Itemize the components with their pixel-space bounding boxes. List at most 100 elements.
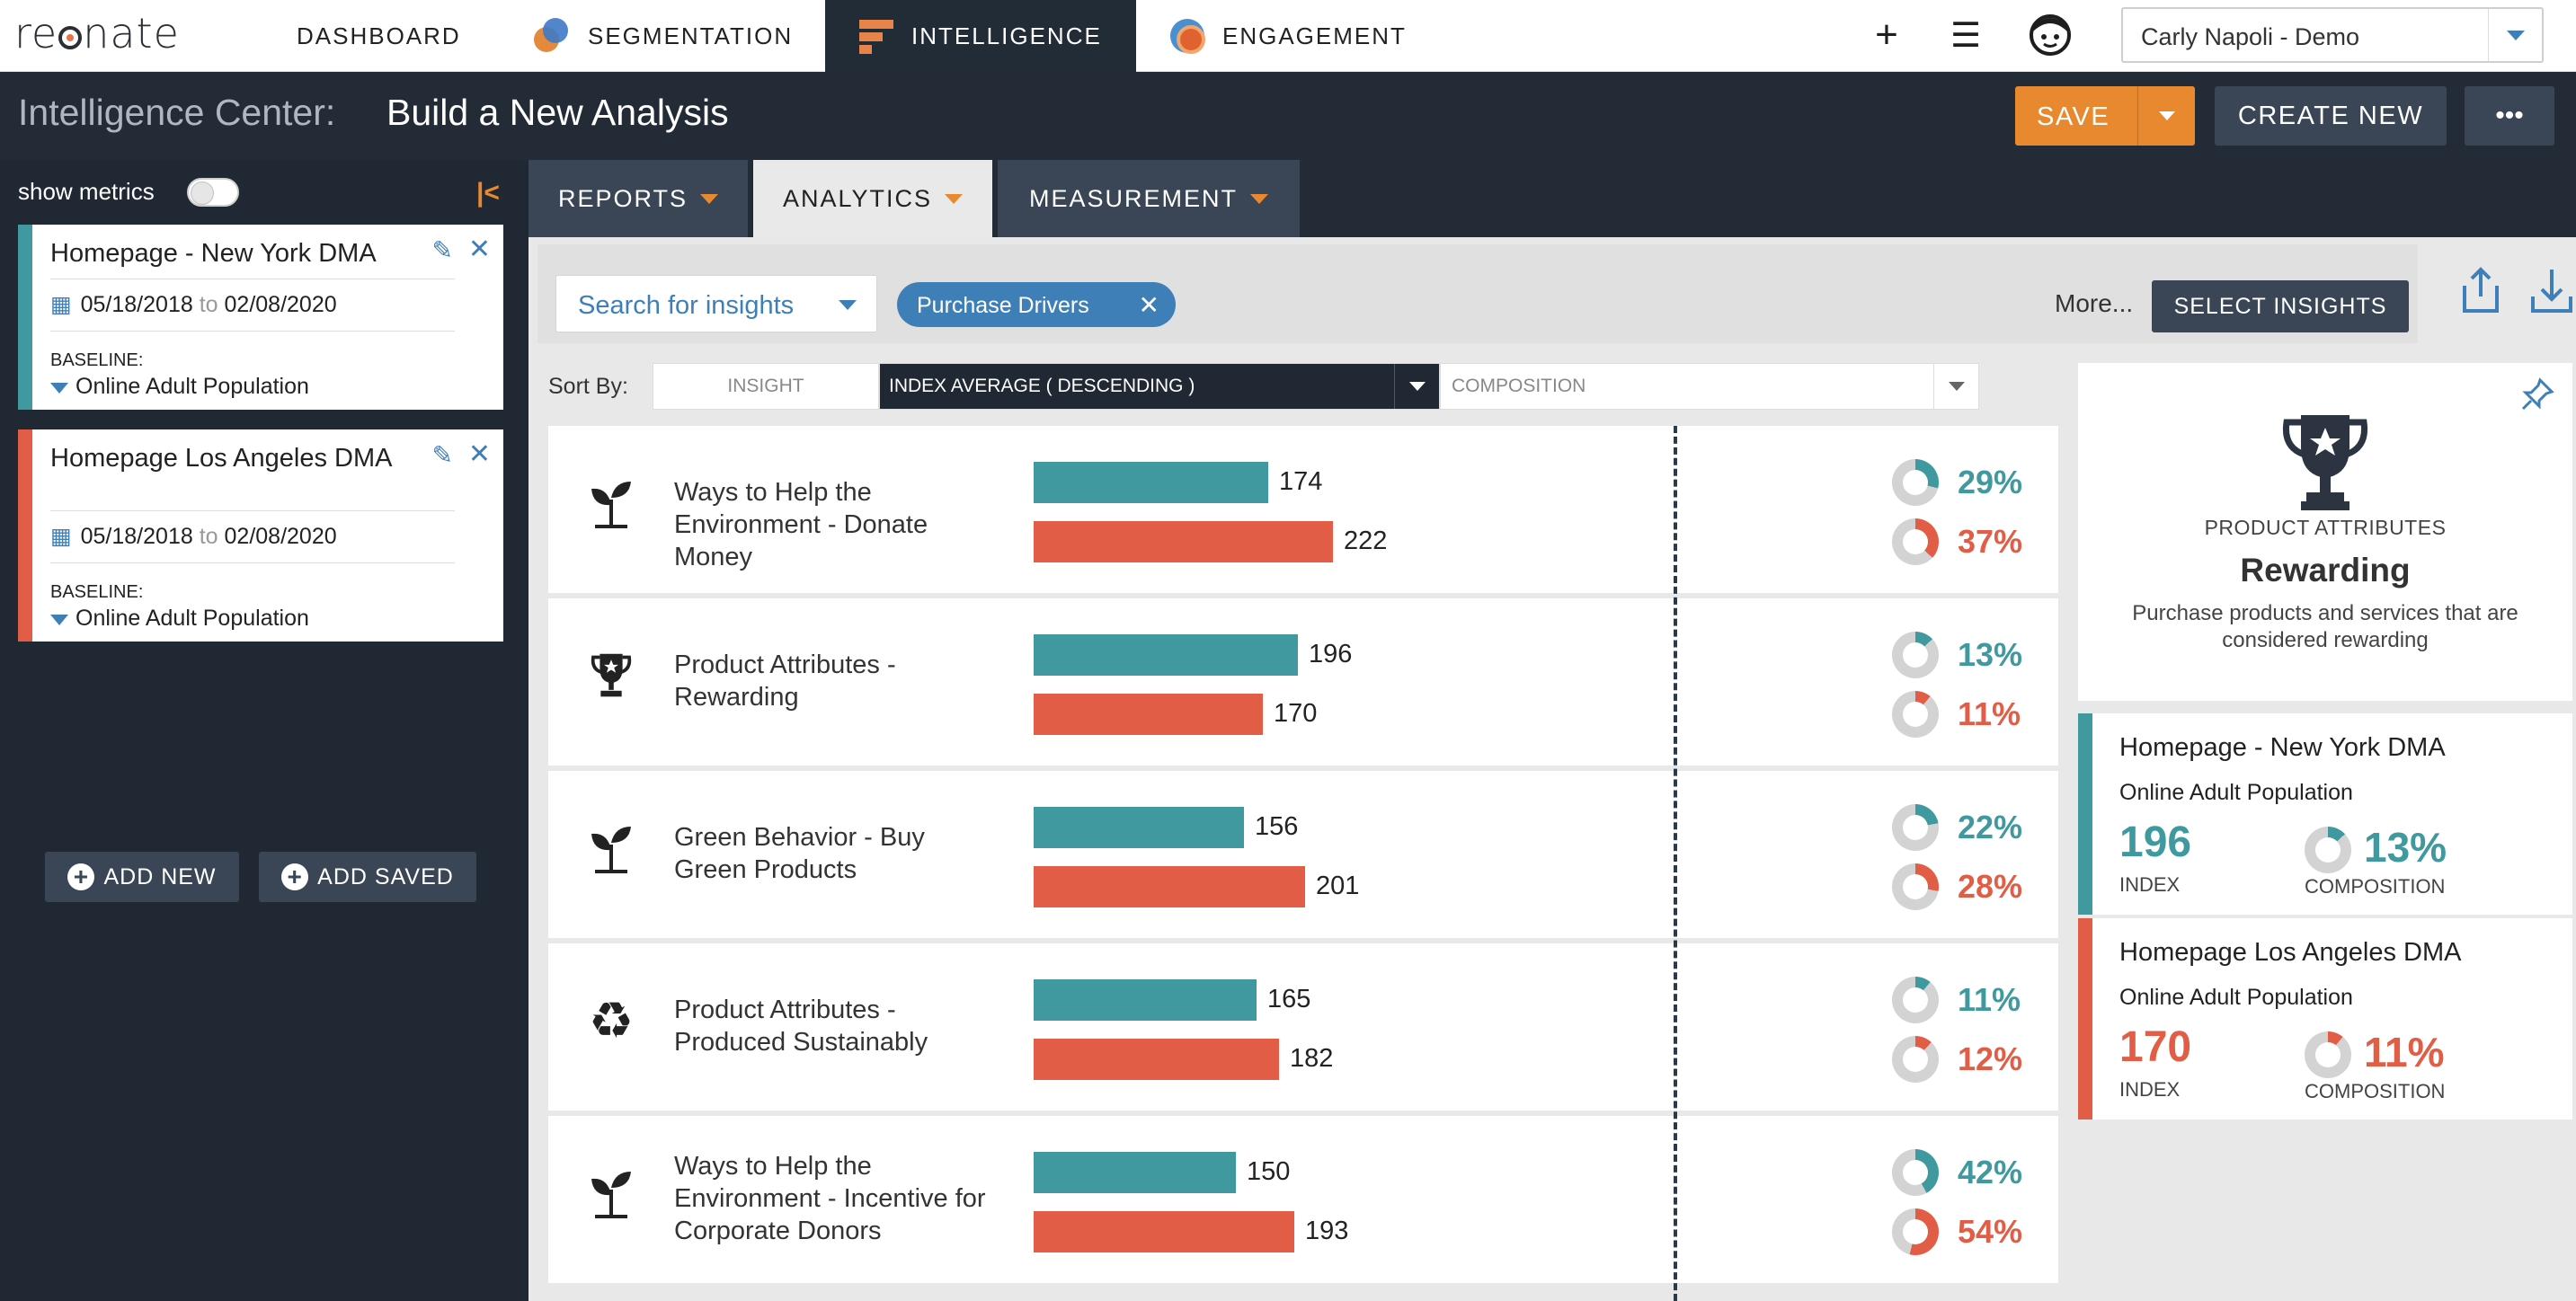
save-dropdown-icon[interactable] bbox=[2137, 86, 2195, 146]
sort-insight[interactable]: INSIGHT bbox=[653, 363, 879, 410]
audience-name: Homepage Los Angeles DMA bbox=[50, 444, 393, 473]
composition-donut bbox=[1892, 518, 1939, 565]
save-button[interactable]: SAVE bbox=[2015, 86, 2195, 146]
more-options-button[interactable]: ••• bbox=[2465, 86, 2554, 146]
nav-dashboard[interactable]: DASHBOARD bbox=[297, 0, 461, 72]
composition-donut bbox=[1892, 1149, 1939, 1196]
plus-circle-icon: + bbox=[281, 863, 309, 890]
share-icon[interactable] bbox=[2461, 266, 2500, 324]
close-icon[interactable]: ✕ bbox=[467, 235, 491, 264]
search-insights-dropdown[interactable]: Search for insights bbox=[555, 275, 877, 332]
composition-donut bbox=[1892, 1036, 1939, 1083]
add-new-button[interactable]: + ADD NEW bbox=[45, 852, 239, 902]
show-metrics-toggle[interactable] bbox=[187, 178, 239, 207]
index-value: 222 bbox=[1344, 527, 1388, 555]
index-bar-los-angeles[interactable] bbox=[1034, 694, 1263, 735]
sprout-icon bbox=[584, 1166, 638, 1220]
audience-card[interactable]: Homepage Los Angeles DMA ✎ ✕ ▦ 05/18/2018… bbox=[18, 429, 503, 642]
add-saved-button[interactable]: + ADD SAVED bbox=[259, 852, 476, 902]
resonate-logo[interactable]: re nate bbox=[14, 9, 180, 58]
composition-donut bbox=[1892, 863, 1939, 910]
nav-intelligence[interactable]: INTELLIGENCE bbox=[825, 0, 1136, 72]
user-select[interactable]: Carly Napoli - Demo bbox=[2121, 7, 2544, 63]
detail-composition-label: COMPOSITION bbox=[2305, 875, 2446, 898]
insight-label: Green Behavior - Buy Green Products bbox=[674, 823, 925, 884]
user-dropdown-icon[interactable] bbox=[2488, 9, 2542, 61]
insight-label: Product Attributes - Produced Sustainabl… bbox=[674, 996, 928, 1057]
remove-chip-icon[interactable]: ✕ bbox=[1138, 291, 1159, 319]
insight-label: Product Attributes - Rewarding bbox=[674, 650, 896, 712]
plus-circle-icon: + bbox=[67, 863, 95, 890]
index-bar-los-angeles[interactable] bbox=[1034, 1211, 1294, 1252]
collapse-sidebar-icon[interactable]: |< bbox=[476, 178, 500, 208]
user-avatar-icon[interactable] bbox=[2028, 13, 2073, 58]
show-metrics-label: show metrics bbox=[18, 178, 155, 205]
select-insights-button[interactable]: SELECT INSIGHTS bbox=[2152, 280, 2409, 332]
detail-index-label: INDEX bbox=[2119, 1078, 2181, 1101]
intelligence-icon bbox=[859, 16, 893, 56]
trophy-icon bbox=[584, 649, 638, 703]
tab-reports[interactable]: REPORTS bbox=[529, 160, 748, 237]
edit-icon[interactable]: ✎ bbox=[431, 236, 453, 264]
recycle-icon: ♻ bbox=[588, 992, 635, 1049]
detail-index-value: 170 bbox=[2119, 1023, 2192, 1071]
baseline-label: BASELINE: bbox=[50, 350, 144, 370]
date-range: ▦ 05/18/2018 to 02/08/2020 bbox=[50, 523, 337, 550]
insight-row[interactable]: Ways to Help the Environment - Incentive… bbox=[548, 1116, 2058, 1283]
download-icon[interactable] bbox=[2529, 266, 2574, 324]
tab-analytics[interactable]: ANALYTICS bbox=[753, 160, 992, 237]
baseline-select[interactable]: Online Adult Population bbox=[50, 606, 309, 632]
close-icon[interactable]: ✕ bbox=[467, 439, 491, 469]
insight-row[interactable]: Green Behavior - Buy Green Products 156 22… bbox=[548, 771, 2058, 938]
composition-value: 11% bbox=[1958, 981, 2021, 1018]
nav-segmentation[interactable]: SEGMENTATION bbox=[534, 0, 793, 72]
filter-chip[interactable]: Purchase Drivers ✕ bbox=[897, 282, 1176, 327]
index-bar-new-york[interactable] bbox=[1034, 1152, 1236, 1193]
audience-card[interactable]: Homepage - New York DMA ✎ ✕ ▦ 05/18/2018 … bbox=[18, 225, 503, 410]
index-value: 196 bbox=[1309, 640, 1353, 668]
index-bar-new-york[interactable] bbox=[1034, 634, 1298, 676]
composition-donut bbox=[1892, 632, 1939, 678]
pin-icon[interactable] bbox=[2520, 377, 2554, 420]
add-icon[interactable]: + bbox=[1875, 13, 1898, 57]
insight-row[interactable]: Product Attributes - Rewarding 196 13% 170 1… bbox=[548, 598, 2058, 766]
chevron-down-icon[interactable] bbox=[1394, 364, 1439, 409]
chevron-down-icon bbox=[1250, 193, 1268, 204]
edit-icon[interactable]: ✎ bbox=[431, 441, 453, 469]
filter-chip-label: Purchase Drivers bbox=[917, 293, 1089, 318]
nav-engagement[interactable]: ENGAGEMENT bbox=[1170, 0, 1407, 72]
index-bar-los-angeles[interactable] bbox=[1034, 866, 1305, 907]
index-bar-los-angeles[interactable] bbox=[1034, 521, 1333, 562]
index-value: 150 bbox=[1247, 1157, 1291, 1186]
insight-row[interactable]: Ways to Help the Environment - Donate Mo… bbox=[548, 426, 2058, 593]
chevron-down-icon[interactable] bbox=[1933, 364, 1978, 409]
sort-index-average[interactable]: INDEX AVERAGE ( DESCENDING ) bbox=[879, 363, 1440, 410]
more-link[interactable]: More... bbox=[2055, 289, 2134, 317]
baseline-select[interactable]: Online Adult Population bbox=[50, 374, 309, 400]
index-value: 193 bbox=[1305, 1217, 1349, 1245]
index-bar-new-york[interactable] bbox=[1034, 979, 1257, 1021]
add-saved-label: ADD SAVED bbox=[317, 863, 454, 889]
composition-value: 29% bbox=[1958, 464, 2023, 500]
insight-detail-header: PRODUCT ATTRIBUTES Rewarding Purchase pr… bbox=[2078, 363, 2572, 701]
create-new-button[interactable]: CREATE NEW bbox=[2215, 86, 2447, 146]
insight-detail-panel: PRODUCT ATTRIBUTES Rewarding Purchase pr… bbox=[2078, 363, 2572, 1301]
page-title: Build a New Analysis bbox=[386, 92, 729, 133]
index-bar-new-york[interactable] bbox=[1034, 807, 1244, 848]
index-bar-new-york[interactable] bbox=[1034, 462, 1268, 503]
composition-value: 37% bbox=[1958, 523, 2023, 560]
calendar-icon: ▦ bbox=[50, 292, 72, 317]
list-icon[interactable]: ☰ bbox=[1950, 16, 1982, 55]
index-bar-los-angeles[interactable] bbox=[1034, 1039, 1279, 1080]
insight-row[interactable]: ♻ Product Attributes - Produced Sustainab… bbox=[548, 943, 2058, 1111]
top-nav: re nate DASHBOARD SEGMENTATION INTELLIGEN… bbox=[0, 0, 2576, 72]
chevron-down-icon bbox=[945, 193, 964, 204]
detail-category: PRODUCT ATTRIBUTES bbox=[2204, 516, 2447, 539]
sort-by-label: Sort By: bbox=[548, 374, 628, 399]
composition-value: 42% bbox=[1958, 1154, 2023, 1190]
tab-measurement[interactable]: MEASUREMENT bbox=[998, 160, 1300, 237]
sort-insight-label: INSIGHT bbox=[727, 376, 804, 396]
more-options-icon: ••• bbox=[2495, 101, 2524, 130]
analysis-tabs: REPORTS ANALYTICS MEASUREMENT bbox=[529, 160, 2576, 237]
sort-composition[interactable]: COMPOSITION bbox=[1440, 363, 1979, 410]
